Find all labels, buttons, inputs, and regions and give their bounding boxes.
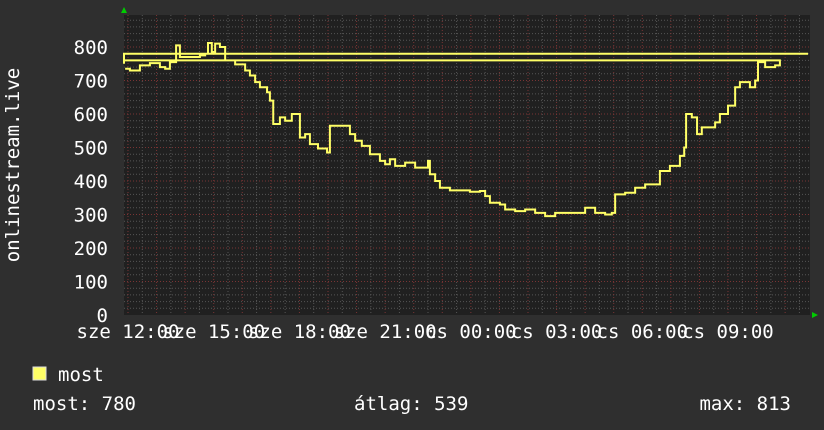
x-tick-label: sze 12:00 xyxy=(77,321,180,343)
y-axis-arrow-icon xyxy=(121,7,127,13)
y-tick-label: 700 xyxy=(74,71,108,93)
x-tick-label: cs 09:00 xyxy=(682,321,774,343)
stat-current: most: 780 xyxy=(33,393,136,415)
y-axis-label: onlinestream.live xyxy=(2,68,24,262)
x-tick-label: sze 18:00 xyxy=(248,321,351,343)
x-tick-label: cs 03:00 xyxy=(511,321,603,343)
y-tick-label: 0 xyxy=(97,305,108,327)
legend-label: most xyxy=(58,364,104,386)
y-tick-label: 300 xyxy=(74,205,108,227)
x-axis-arrow-icon xyxy=(812,312,818,318)
y-tick-label: 200 xyxy=(74,238,108,260)
y-tick-label: 600 xyxy=(74,104,108,126)
y-tick-label: 400 xyxy=(74,171,108,193)
y-axis: 0 100 200 300 400 500 600 700 800 xyxy=(74,37,108,327)
x-tick-label: cs 06:00 xyxy=(597,321,689,343)
grid xyxy=(124,15,810,315)
series-line-most xyxy=(123,41,808,218)
y-tick-label: 800 xyxy=(74,37,108,59)
legend-swatch xyxy=(32,366,47,381)
x-tick-label: sze 15:00 xyxy=(162,321,265,343)
y-tick-label: 500 xyxy=(74,138,108,160)
x-tick-label: sze 21:00 xyxy=(334,321,437,343)
stat-average: átlag: 539 xyxy=(354,393,468,415)
y-tick-label: 100 xyxy=(74,272,108,294)
stat-max: max: 813 xyxy=(699,393,791,415)
x-tick-label: cs 00:00 xyxy=(425,321,517,343)
